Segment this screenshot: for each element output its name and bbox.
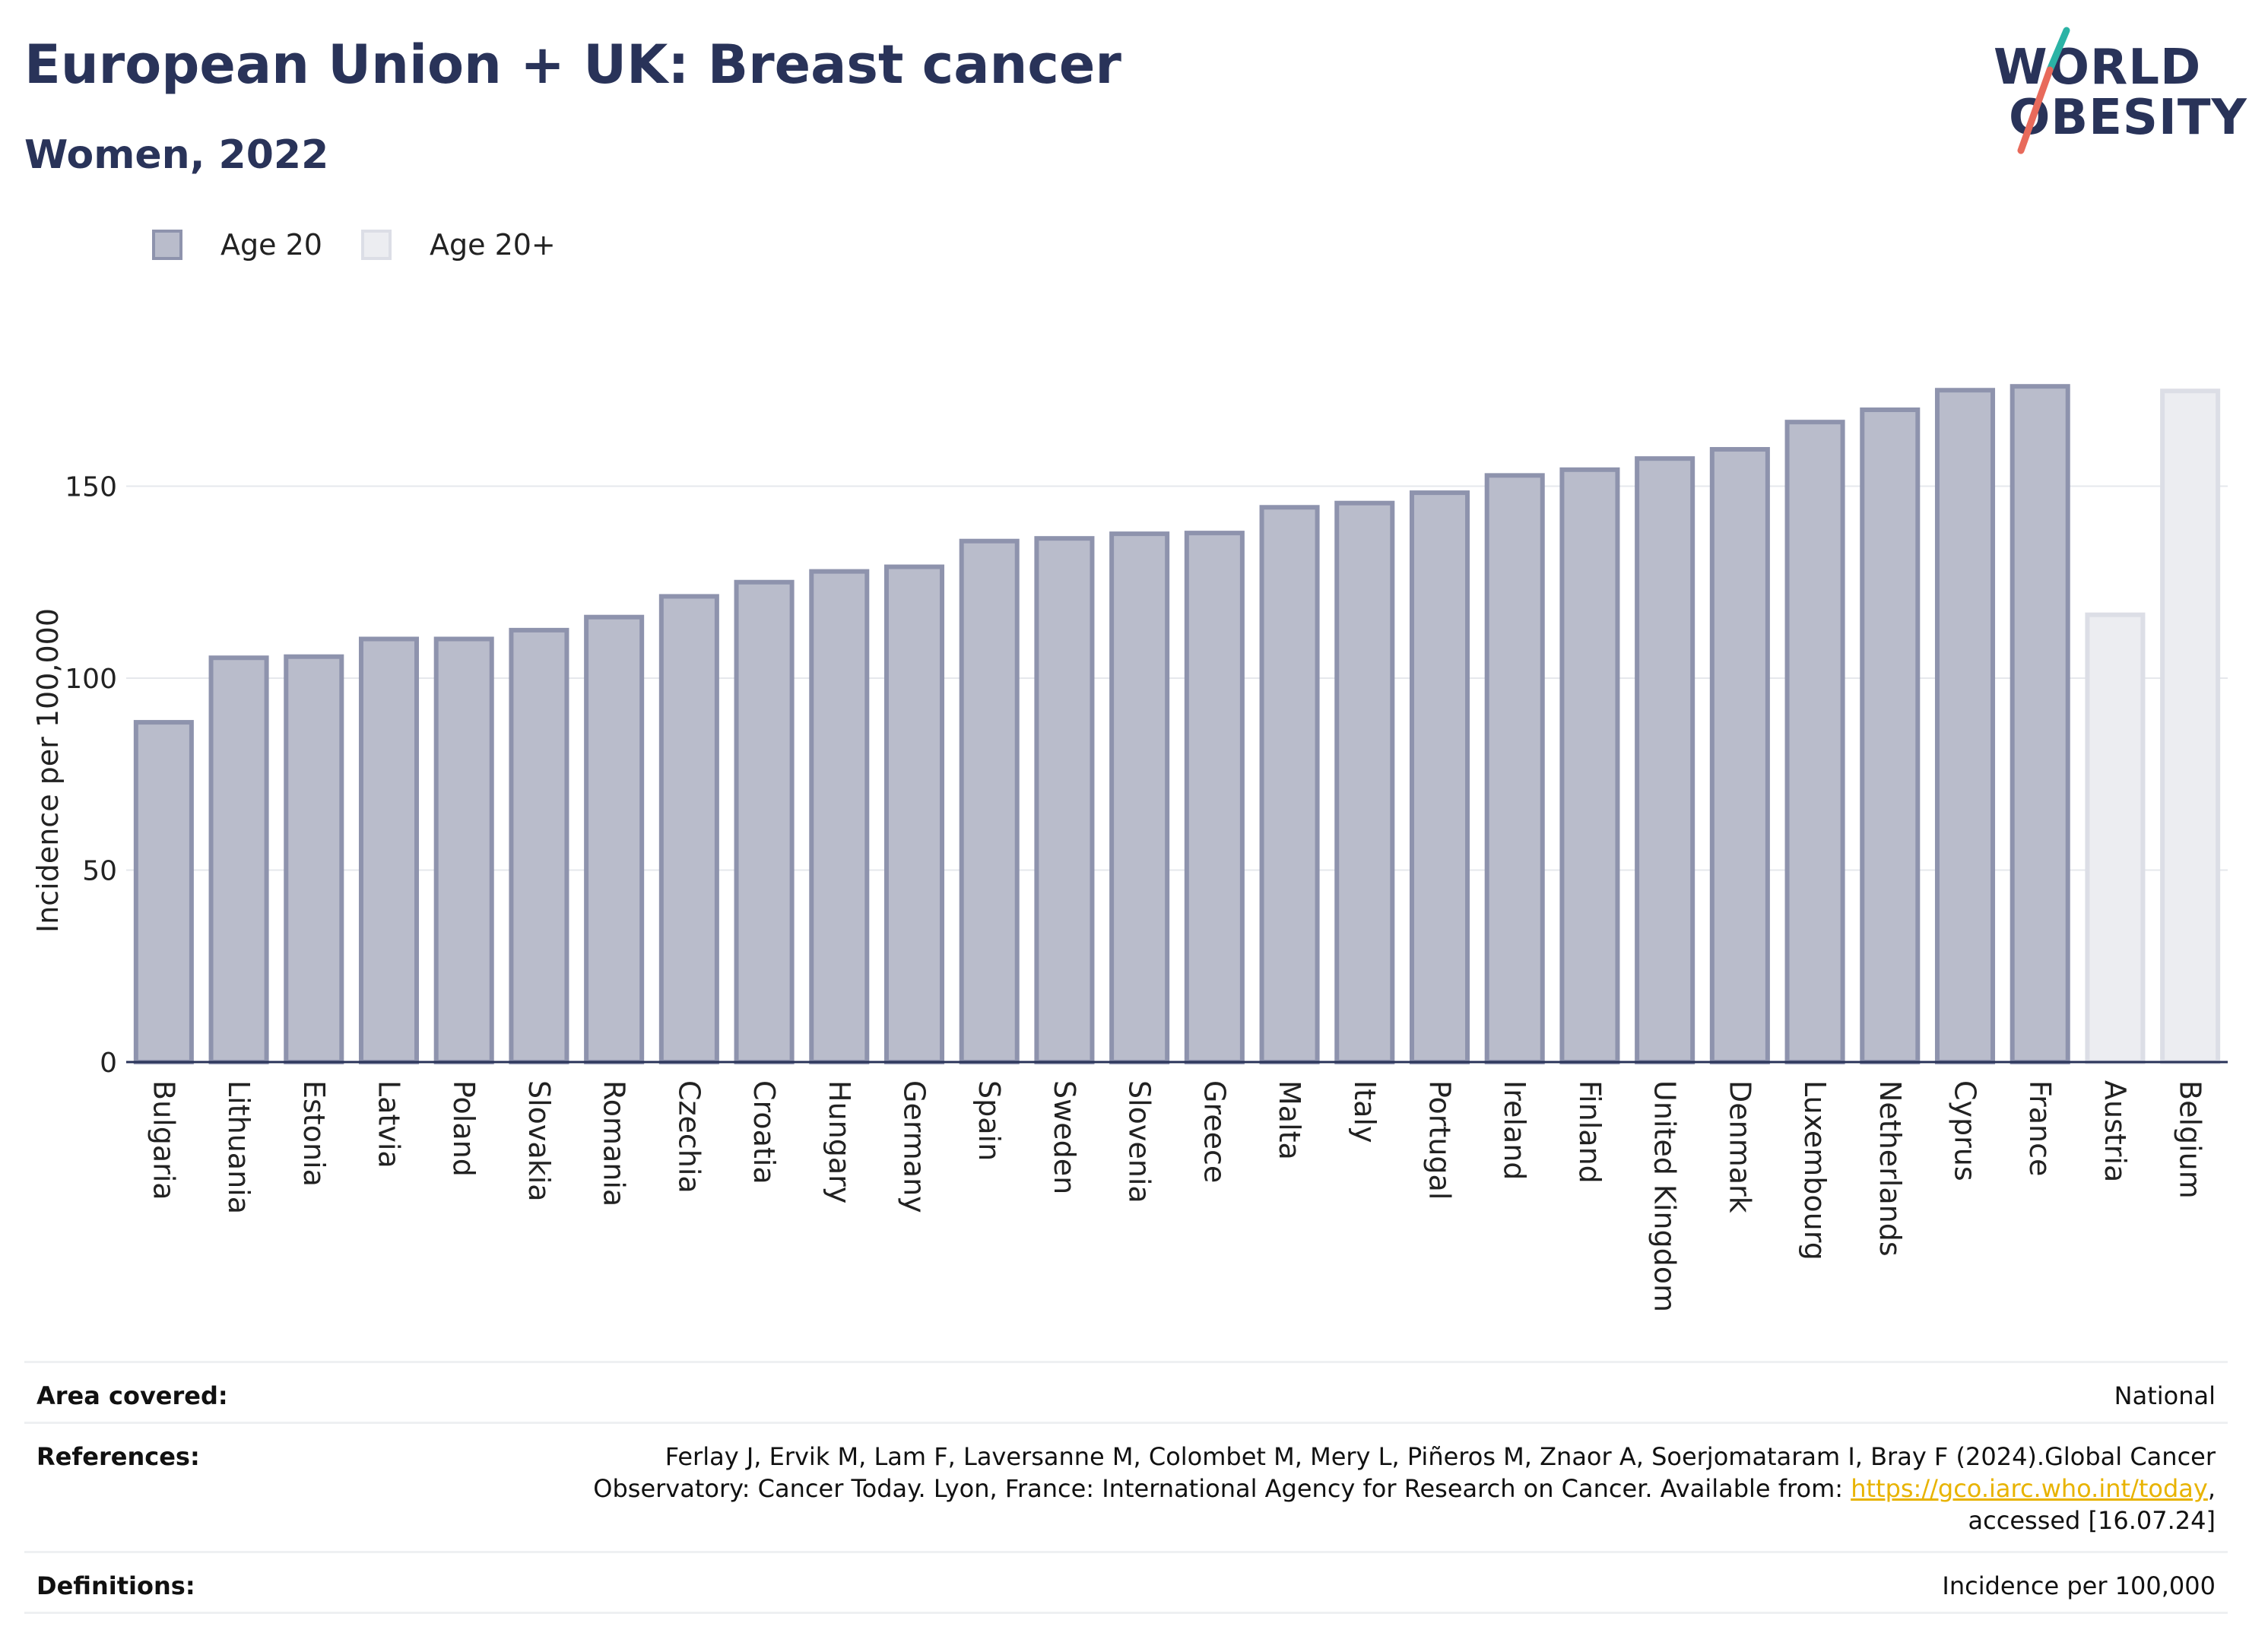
- bar-netherlands: [1860, 407, 1921, 1064]
- bar-italy: [1334, 500, 1395, 1064]
- area-covered-label: Area covered:: [36, 1381, 228, 1410]
- x-tick-label: Hungary: [823, 1080, 856, 1203]
- y-axis-label: Incidence per 100,000: [31, 608, 65, 933]
- bar-chart: 0 50 100 150 Incidence per 100,000 Bulgaria Li…: [31, 384, 2228, 1312]
- x-tick-label: Estonia: [297, 1080, 331, 1187]
- legend-label-age-20-plus: Age 20+: [430, 228, 556, 262]
- x-tick-label: Cyprus: [1949, 1080, 1982, 1181]
- x-tick-label: Romania: [598, 1080, 631, 1206]
- legend-swatch-age-20-plus: [361, 230, 392, 260]
- bar-czechia: [658, 594, 719, 1064]
- y-tick-label: 0: [100, 1048, 117, 1079]
- logo-line-2: OBESITY: [2009, 90, 2247, 146]
- bar-germany: [883, 564, 945, 1064]
- references-label: References:: [36, 1442, 200, 1471]
- x-tick-label: Czechia: [672, 1080, 706, 1194]
- logo-line-1: WORLD: [1994, 40, 2202, 96]
- references-line-2: Observatory: Cancer Today. Lyon, France:…: [593, 1474, 2216, 1503]
- y-tick-label: 150: [65, 472, 117, 503]
- x-tick-label: Luxembourg: [1798, 1080, 1832, 1260]
- bar-portugal: [1409, 490, 1470, 1064]
- footer-references-row: References: Ferlay J, Ervik M, Lam F, La…: [24, 1422, 2228, 1553]
- references-link[interactable]: https://gco.iarc.who.int/today: [1851, 1474, 2208, 1503]
- x-tick-label: France: [2023, 1080, 2057, 1176]
- x-tick-label: Germany: [898, 1080, 931, 1213]
- x-tick-label: Lithuania: [222, 1080, 255, 1214]
- bar-bulgaria: [133, 720, 194, 1064]
- world-obesity-logo: WORLD OBESITY: [1977, 23, 2247, 160]
- x-tick-label: Italy: [1348, 1080, 1381, 1143]
- bar-denmark: [1709, 447, 1770, 1064]
- chart-subtitle: Women, 2022: [24, 132, 329, 178]
- x-tick-label: Belgium: [2174, 1080, 2207, 1199]
- x-tick-label: Croatia: [747, 1080, 781, 1184]
- x-tick-label: Spain: [972, 1080, 1006, 1161]
- bar-united-kingdom: [1635, 456, 1695, 1064]
- footer-divider: [24, 1612, 2228, 1614]
- bar-sweden: [1034, 536, 1095, 1064]
- x-tick-label: Sweden: [1048, 1080, 1081, 1194]
- references-line-3: accessed [16.07.24]: [1968, 1506, 2216, 1535]
- x-tick-label: Slovakia: [522, 1080, 556, 1202]
- x-tick-label: Poland: [447, 1080, 481, 1177]
- bar-finland: [1559, 467, 1620, 1064]
- x-tick-label: United Kingdom: [1648, 1080, 1682, 1312]
- y-tick-label: 50: [82, 856, 117, 887]
- bar-poland: [433, 636, 494, 1064]
- x-tick-label: Netherlands: [1873, 1080, 1907, 1257]
- bar-malta: [1259, 505, 1320, 1064]
- bar-france: [2010, 384, 2070, 1064]
- definitions-value: Incidence per 100,000: [1942, 1571, 2216, 1600]
- bar-spain: [959, 538, 1020, 1064]
- bar-croatia: [734, 579, 795, 1064]
- x-tick-label: Ireland: [1498, 1080, 1531, 1180]
- bar-austria: [2085, 612, 2146, 1064]
- x-tick-label: Greece: [1197, 1080, 1231, 1183]
- x-tick-label: Bulgaria: [147, 1080, 180, 1200]
- bar-belgium: [2160, 388, 2221, 1064]
- bar-estonia: [284, 654, 344, 1064]
- x-tick-label: Austria: [2098, 1080, 2132, 1182]
- x-tick-label: Portugal: [1423, 1080, 1457, 1200]
- area-covered-value: National: [2114, 1381, 2216, 1410]
- x-tick-label: Finland: [1573, 1080, 1607, 1184]
- bar-slovakia: [509, 627, 569, 1064]
- footer-definitions-row: Definitions: Incidence per 100,000: [24, 1551, 2228, 1614]
- x-tick-label: Malta: [1273, 1080, 1306, 1160]
- legend-swatch-age-20: [152, 230, 182, 260]
- footer-area-row: Area covered: National: [24, 1361, 2228, 1424]
- bar-cyprus: [1934, 388, 1996, 1064]
- bar-greece: [1184, 531, 1245, 1064]
- definitions-label: Definitions:: [36, 1571, 195, 1600]
- y-tick-label: 100: [65, 664, 117, 695]
- logo-slash-icon: [2017, 27, 2070, 154]
- x-tick-label: Slovenia: [1123, 1080, 1156, 1203]
- bar-lithuania: [208, 655, 269, 1064]
- x-tick-label: Denmark: [1723, 1080, 1756, 1213]
- bar-latvia: [358, 636, 420, 1064]
- bar-ireland: [1484, 473, 1545, 1064]
- bar-slovenia: [1109, 531, 1170, 1064]
- chart-title: European Union + UK: Breast cancer: [24, 33, 1121, 96]
- bar-luxembourg: [1784, 420, 1845, 1064]
- bar-romania: [584, 614, 645, 1064]
- references-line-1: Ferlay J, Ervik M, Lam F, Laversanne M, …: [665, 1442, 2216, 1471]
- x-tick-label: Latvia: [373, 1080, 406, 1168]
- legend-label-age-20: Age 20: [220, 228, 322, 262]
- references-line-2-end: ,: [2207, 1474, 2216, 1503]
- bar-hungary: [809, 569, 870, 1064]
- references-line-2-text: Observatory: Cancer Today. Lyon, France:…: [593, 1474, 1851, 1503]
